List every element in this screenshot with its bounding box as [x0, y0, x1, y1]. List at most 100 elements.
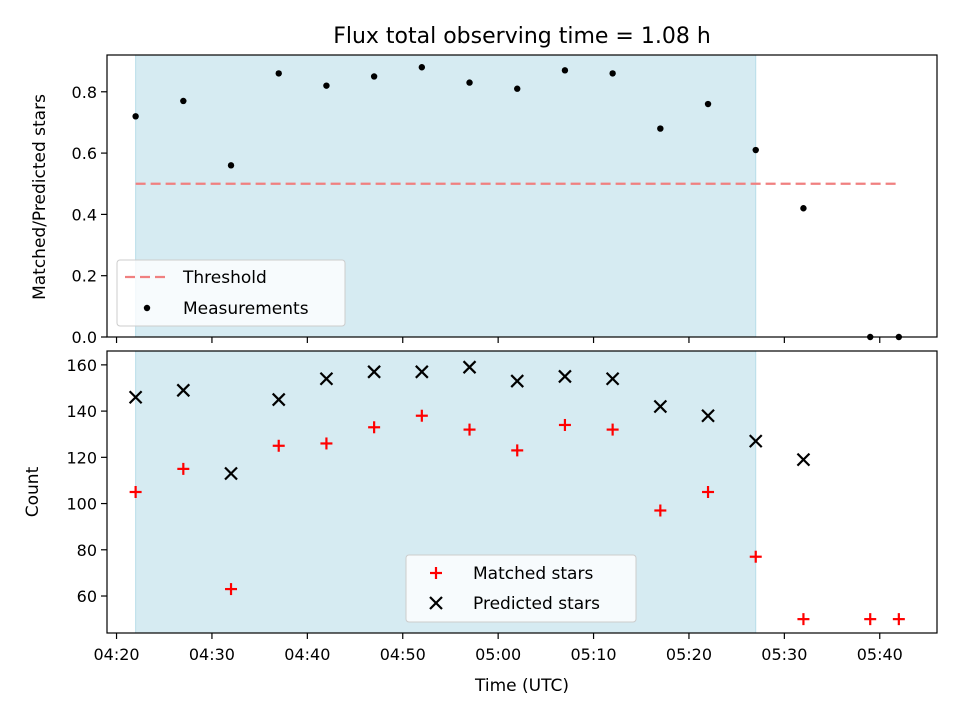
predicted-stars-point: [271, 392, 286, 407]
matched-stars-point: [225, 583, 238, 596]
measurement-point: [323, 82, 330, 89]
legend-predicted-label: Predicted stars: [473, 594, 600, 614]
x-tick-label: 05:00: [475, 645, 521, 664]
x-b: [701, 408, 715, 423]
matched-stars-point: [606, 423, 619, 436]
x-tick-label: 04:30: [189, 645, 235, 664]
legend-measurements-swatch: [143, 304, 151, 312]
legend: Matched stars Predicted stars: [405, 554, 637, 623]
x-axis-label: Time (UTC): [474, 676, 569, 696]
predicted-stars-point: [558, 369, 572, 384]
x-b: [558, 369, 572, 384]
matched-stars-point: [797, 613, 810, 626]
x-b: [510, 374, 525, 388]
measurement-point: [370, 73, 378, 80]
y-tick-label: 120: [66, 448, 97, 467]
measurement-point: [609, 70, 616, 77]
x-b: [128, 390, 143, 405]
matched-stars-point: [558, 418, 571, 431]
matched-stars-point: [892, 613, 905, 626]
predicted-stars-point: [796, 452, 811, 467]
predicted-stars-point: [701, 408, 715, 423]
measurement-point: [180, 97, 187, 105]
y-tick-label: 100: [66, 495, 97, 514]
matched-stars-point: [368, 421, 381, 434]
bottom-y-axis-label: Count: [23, 466, 43, 517]
axes-frame: [106, 350, 938, 634]
matched-stars-point: [654, 504, 667, 517]
x-b: [605, 371, 620, 386]
top-panel: 0.0 0.2 0.4 0.6 0.8 Threshold Measurements: [72, 54, 938, 347]
x-tick-label: 04:20: [93, 645, 139, 664]
legend-measurements-label: Measurements: [183, 299, 309, 319]
predicted-stars-point: [415, 365, 429, 379]
x-b: [176, 383, 191, 398]
x-b: [224, 466, 238, 481]
x-tick-label: 05:30: [761, 645, 807, 664]
x-tick-label: 04:50: [380, 645, 426, 664]
measurement-point: [561, 67, 569, 74]
y-tick-label: 60: [77, 587, 97, 606]
predicted-stars-point: [510, 374, 525, 388]
matched-stars-point: [511, 444, 524, 457]
y-tick-label: 0.0: [72, 328, 97, 347]
predicted-stars-point: [653, 399, 668, 414]
measurement-point: [132, 113, 139, 120]
x-b: [796, 452, 811, 467]
legend-matched-label: Matched stars: [473, 564, 593, 584]
x-b: [271, 392, 286, 407]
predicted-stars-point: [605, 371, 620, 386]
top-y-axis-label: Matched/Predicted stars: [30, 94, 50, 300]
predicted-stars-point: [224, 466, 238, 481]
measurement-point: [752, 146, 759, 154]
y-tick-label: 80: [77, 541, 97, 560]
measurement-point: [466, 79, 473, 86]
y-tick-label: 0.6: [72, 144, 97, 163]
legend-predicted-swatch-b: [429, 596, 443, 610]
matched-stars-point: [749, 550, 762, 563]
predicted-stars-point: [176, 383, 191, 398]
matched-stars-point: [320, 437, 333, 450]
y-tick-label: 0.8: [72, 83, 97, 102]
measurement-point: [275, 70, 282, 77]
y-tick-label: 140: [66, 402, 97, 421]
predicted-stars-point: [462, 360, 477, 374]
x-b: [462, 360, 477, 374]
axes-frame: [106, 54, 938, 338]
legend-box: [405, 554, 637, 623]
predicted-stars-point: [367, 365, 381, 379]
x-b: [748, 434, 763, 448]
x-b: [653, 399, 668, 414]
measurement-point: [514, 85, 521, 92]
x-b: [367, 365, 381, 379]
predicted-stars-point: [319, 371, 334, 386]
matched-stars-point: [702, 486, 715, 498]
bottom-panel: 60 80 100 120 140 160 04:20 04:30 04:40 04:50 05:0…: [66, 350, 938, 664]
x-b: [415, 365, 429, 379]
y-tick-label: 0.4: [72, 205, 97, 224]
predicted-stars-point: [128, 390, 143, 405]
y-tick-label: 160: [66, 356, 97, 375]
legend: Threshold Measurements: [116, 259, 346, 327]
matched-stars-point: [415, 409, 428, 422]
matched-stars-point: [463, 423, 476, 436]
measurement-point: [418, 64, 426, 71]
chart-title: Flux total observing time = 1.08 h: [333, 24, 711, 49]
legend-box: [116, 259, 346, 327]
measurement-point: [657, 125, 664, 132]
x-tick-label: 05:20: [666, 645, 712, 664]
matched-stars-point: [864, 613, 877, 626]
measurement-point: [227, 162, 235, 169]
x-tick-label: 05:10: [570, 645, 616, 664]
x-tick-label: 05:40: [857, 645, 903, 664]
measurement-point: [704, 100, 712, 108]
legend-threshold-label: Threshold: [182, 268, 267, 288]
y-tick-label: 0.2: [72, 267, 97, 286]
predicted-stars-point: [748, 434, 763, 448]
matched-stars-point: [272, 439, 285, 452]
x-b: [319, 371, 334, 386]
x-tick-label: 04:40: [284, 645, 330, 664]
matched-stars-point: [177, 462, 190, 475]
matched-stars-point: [129, 486, 142, 498]
